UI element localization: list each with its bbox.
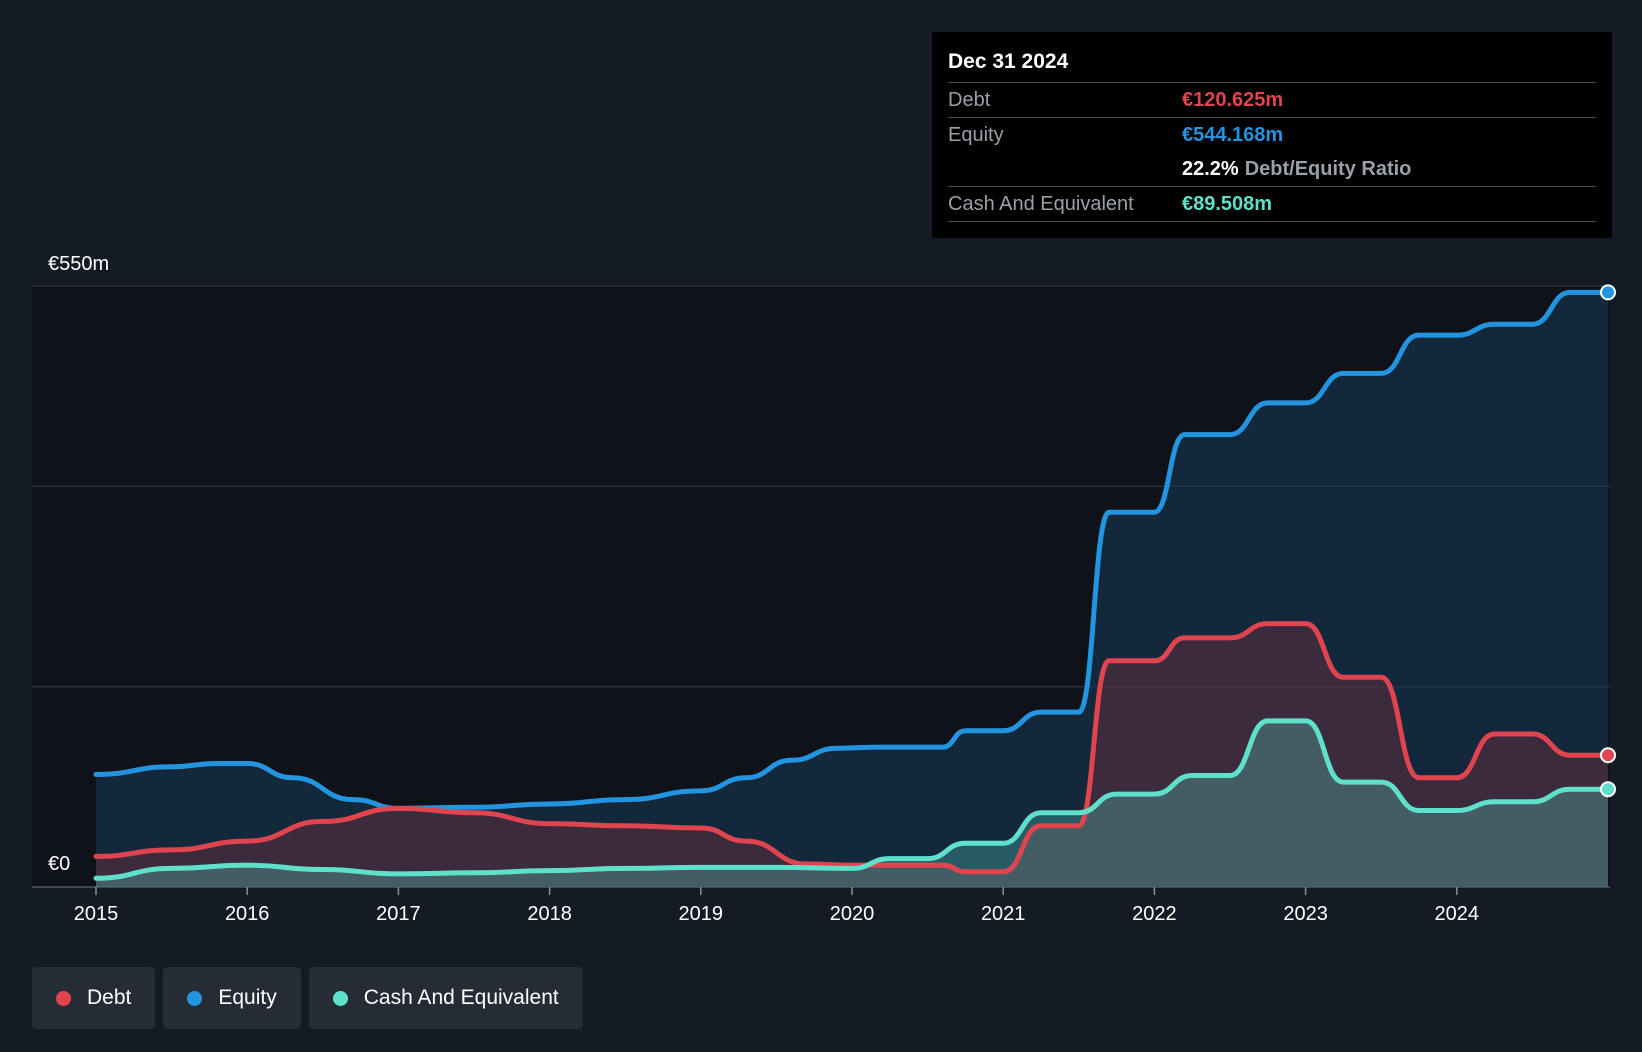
x-tick-label: 2016 xyxy=(225,903,270,925)
axis-layer: 2015 2016 2017 2018 2019 2020 2021 2022 2023 2024 xyxy=(74,887,1479,925)
tooltip-ratio-spacer xyxy=(948,152,1182,186)
legend-label-debt: Debt xyxy=(87,986,132,1009)
legend-item-debt[interactable]: Debt xyxy=(32,967,156,1029)
x-tick-label: 2024 xyxy=(1435,903,1480,925)
legend-label-cash: Cash And Equivalent xyxy=(363,986,559,1009)
tooltip-ratio: 22.2% Debt/Equity Ratio xyxy=(1182,152,1411,186)
tooltip-debt-value: €120.625m xyxy=(1182,89,1284,111)
series-area-1 xyxy=(96,623,1608,887)
x-tick-label: 2023 xyxy=(1283,903,1328,925)
series-end-point-2[interactable] xyxy=(1600,781,1616,798)
x-tick-label: 2019 xyxy=(679,903,724,925)
tooltip-date: Dec 31 2024 xyxy=(948,46,1596,83)
legend-label-equity: Equity xyxy=(218,986,277,1009)
tooltip-ratio-value: 22.2% xyxy=(1182,158,1239,180)
series-area-0 xyxy=(96,292,1608,887)
legend-dot-icon xyxy=(187,990,203,1006)
tooltip-equity-label: Equity xyxy=(948,124,1004,146)
series-area-2 xyxy=(96,720,1608,887)
tooltip-debt-label: Debt xyxy=(948,89,991,111)
tooltip-cash-value: €89.508m xyxy=(1182,193,1273,215)
legend-dot-icon xyxy=(332,990,348,1006)
series-line-1 xyxy=(93,621,1611,875)
y-tick-label-max: €550m xyxy=(48,253,109,275)
legend-dot-icon xyxy=(56,990,71,1006)
tooltip-ratio-label: Debt/Equity Ratio xyxy=(1244,158,1412,180)
tooltip: Dec 31 2024 Debt €120.625m Equity €544.1… xyxy=(932,32,1612,238)
tooltip-row-cash: Cash And Equivalent €89.508m xyxy=(948,187,1596,222)
series-end-point-1[interactable] xyxy=(1600,747,1616,764)
x-tick-label: 2020 xyxy=(830,903,875,925)
series-line-0 xyxy=(93,289,1611,811)
tooltip-row-equity: Equity €544.168m xyxy=(948,118,1596,152)
legend: Debt Equity Cash And Equivalent xyxy=(32,967,583,1029)
x-tick-label: 2021 xyxy=(981,903,1026,925)
series-layer xyxy=(93,284,1616,887)
series-line-2 xyxy=(93,718,1611,881)
x-tick-label: 2015 xyxy=(74,903,119,925)
y-tick-label-zero: €0 xyxy=(48,853,70,875)
tooltip-cash-label: Cash And Equivalent xyxy=(948,193,1134,215)
series-end-point-0[interactable] xyxy=(1600,284,1616,301)
x-tick-label: 2022 xyxy=(1132,903,1177,925)
tooltip-equity-value: €544.168m xyxy=(1182,124,1284,146)
x-tick-label: 2017 xyxy=(376,903,421,925)
legend-item-equity[interactable]: Equity xyxy=(163,967,301,1029)
legend-item-cash[interactable]: Cash And Equivalent xyxy=(308,967,583,1029)
tooltip-row-ratio: 22.2% Debt/Equity Ratio xyxy=(948,152,1596,187)
tooltip-row-debt: Debt €120.625m xyxy=(948,83,1596,118)
x-tick-label: 2018 xyxy=(527,903,572,925)
